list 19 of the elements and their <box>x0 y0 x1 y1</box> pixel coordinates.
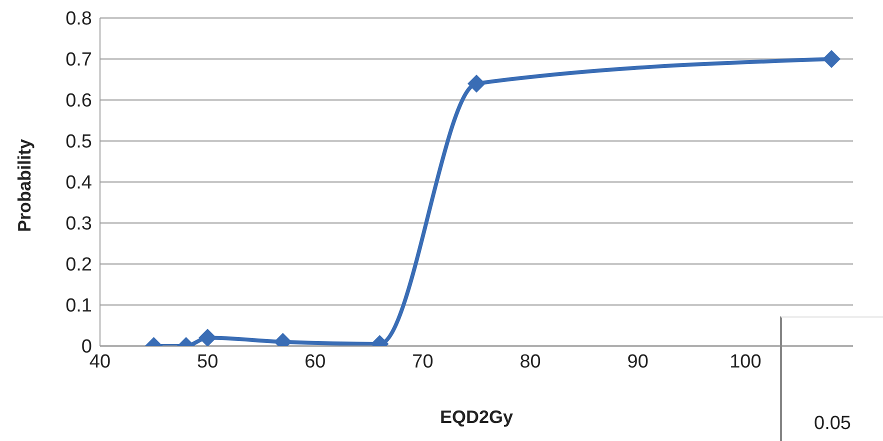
x-tick-label: 50 <box>197 351 218 372</box>
y-axis-title: Probability <box>14 138 34 232</box>
table-cell: 0.05 <box>780 316 883 441</box>
x-tick-label: 40 <box>89 351 111 372</box>
x-tick-label: 60 <box>304 351 326 372</box>
y-tick-label: 0.8 <box>66 8 92 30</box>
y-tick-label: 0.3 <box>66 214 92 235</box>
y-tick-label: 0.4 <box>66 172 92 194</box>
y-tick-label: 0.7 <box>66 50 92 71</box>
x-tick-label: 80 <box>520 351 541 372</box>
x-axis-title: EQD2Gy <box>440 407 514 427</box>
y-tick-label: 0.5 <box>66 132 92 153</box>
x-tick-label: 90 <box>627 351 648 372</box>
y-tick-label: 0.2 <box>66 254 92 276</box>
y-tick-label: 0.6 <box>66 90 92 112</box>
x-tick-label: 100 <box>730 351 762 372</box>
y-tick-label: 0 <box>81 336 92 358</box>
x-tick-label: 70 <box>412 351 434 372</box>
y-tick-label: 0.1 <box>66 296 92 317</box>
